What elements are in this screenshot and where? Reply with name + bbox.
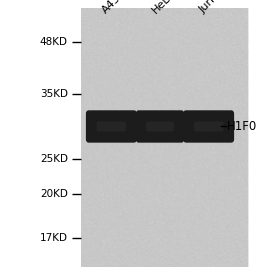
FancyBboxPatch shape	[81, 8, 248, 267]
FancyBboxPatch shape	[86, 110, 137, 143]
FancyBboxPatch shape	[136, 110, 184, 143]
Text: HeLa: HeLa	[150, 0, 177, 15]
FancyBboxPatch shape	[146, 122, 174, 131]
Text: Jurkat: Jurkat	[198, 0, 228, 15]
Text: 35KD: 35KD	[40, 89, 68, 99]
Text: 25KD: 25KD	[40, 154, 68, 164]
Text: 20KD: 20KD	[40, 190, 68, 199]
Text: 48KD: 48KD	[40, 37, 68, 47]
Text: H1F0: H1F0	[227, 120, 256, 133]
Text: 17KD: 17KD	[40, 233, 68, 243]
Text: A431: A431	[100, 0, 128, 15]
FancyBboxPatch shape	[194, 122, 223, 131]
FancyBboxPatch shape	[97, 122, 126, 131]
FancyBboxPatch shape	[183, 110, 234, 143]
